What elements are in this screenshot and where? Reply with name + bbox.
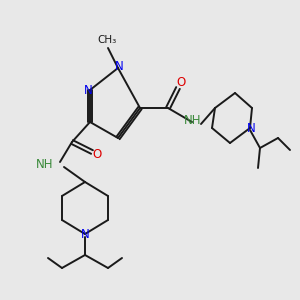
Text: O: O	[92, 148, 102, 160]
Text: CH₃: CH₃	[98, 35, 117, 45]
Text: N: N	[84, 83, 92, 97]
Text: N: N	[81, 229, 89, 242]
Text: O: O	[176, 76, 186, 89]
Text: NH: NH	[35, 158, 53, 170]
Text: N: N	[115, 61, 123, 74]
Text: N: N	[247, 122, 255, 134]
Text: NH: NH	[184, 115, 202, 128]
